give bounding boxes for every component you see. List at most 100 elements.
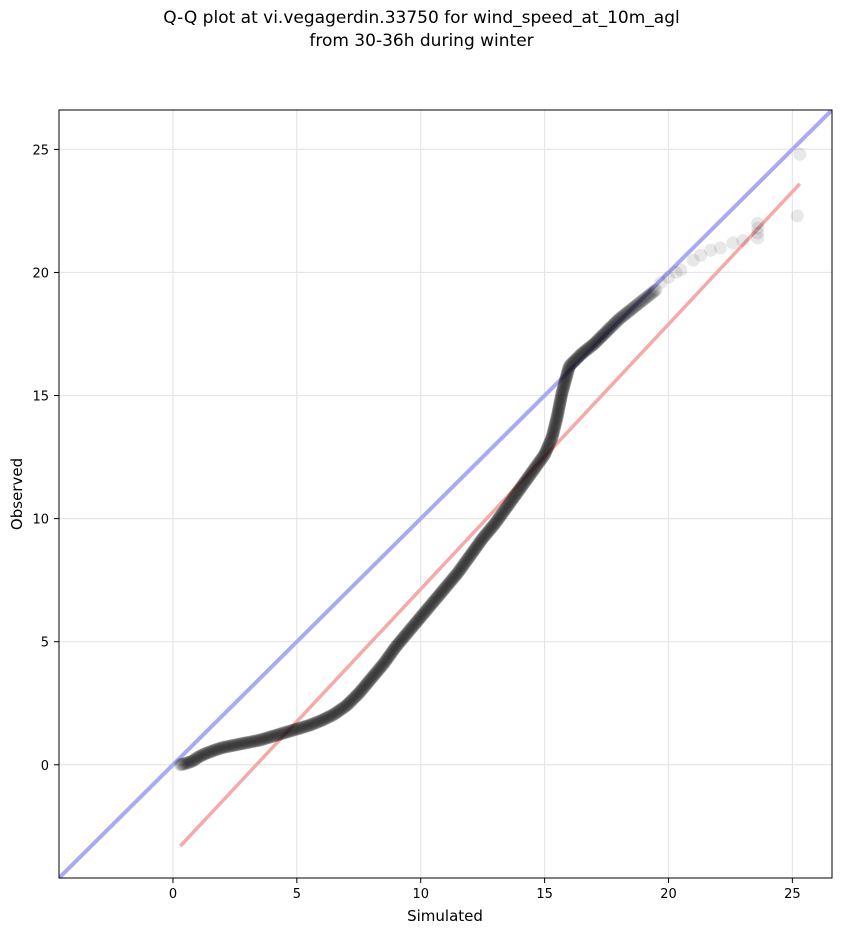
qq-point xyxy=(474,533,488,547)
qq-point xyxy=(226,738,240,752)
qq-point xyxy=(508,489,522,503)
qq-point xyxy=(354,684,368,698)
qq-point xyxy=(509,488,523,502)
qq-point xyxy=(519,474,533,488)
qq-point xyxy=(361,675,375,689)
qq-point xyxy=(607,317,621,331)
qq-point xyxy=(400,626,414,640)
qq-point xyxy=(557,380,571,394)
qq-point xyxy=(247,734,261,748)
qq-point xyxy=(229,738,243,752)
qq-point xyxy=(551,405,565,419)
qq-point xyxy=(397,630,411,644)
qq-point xyxy=(581,341,595,355)
qq-point xyxy=(457,558,471,572)
qq-point xyxy=(512,484,526,498)
qq-point xyxy=(480,526,494,540)
qq-point xyxy=(593,331,607,345)
qq-point xyxy=(202,745,216,759)
qq-point xyxy=(197,747,211,761)
qq-point xyxy=(206,744,220,758)
qq-point xyxy=(413,611,427,625)
qq-point xyxy=(623,303,637,317)
qq-point xyxy=(346,692,360,706)
qq-point xyxy=(649,283,663,297)
qq-point xyxy=(492,510,506,524)
qq-point xyxy=(245,735,259,749)
qq-point xyxy=(283,724,297,738)
qq-point xyxy=(790,209,804,223)
qq-point xyxy=(372,663,386,677)
qq-point xyxy=(442,577,456,591)
qq-point xyxy=(250,734,264,748)
qq-point xyxy=(640,290,654,304)
qq-point xyxy=(630,298,644,312)
qq-point xyxy=(585,338,599,352)
qq-point xyxy=(279,725,293,739)
qq-point xyxy=(520,473,534,487)
qq-point xyxy=(547,421,561,435)
qq-point xyxy=(476,531,490,545)
qq-point xyxy=(260,731,274,745)
qq-point xyxy=(293,721,307,735)
qq-point xyxy=(550,409,564,423)
qq-point xyxy=(592,332,606,346)
qq-point xyxy=(542,438,556,452)
grid xyxy=(59,110,832,878)
qq-point xyxy=(616,309,630,323)
qq-point xyxy=(470,539,484,553)
qq-point xyxy=(550,412,564,426)
qq-point xyxy=(419,604,433,618)
x-tick-label: 15 xyxy=(536,887,553,902)
qq-point xyxy=(228,738,242,752)
y-tick-label: 25 xyxy=(32,143,49,158)
qq-point xyxy=(368,667,382,681)
qq-point xyxy=(550,411,564,425)
qq-point xyxy=(614,311,628,325)
qq-point xyxy=(223,739,237,753)
qq-point xyxy=(603,321,617,335)
qq-point xyxy=(400,627,414,641)
qq-point xyxy=(634,294,648,308)
qq-point xyxy=(551,406,565,420)
qq-point xyxy=(478,528,492,542)
qq-point xyxy=(558,374,572,388)
qq-point xyxy=(486,520,500,534)
qq-point xyxy=(568,353,582,367)
qq-point xyxy=(639,291,653,305)
qq-point xyxy=(176,757,190,771)
qq-point xyxy=(246,734,260,748)
qq-point xyxy=(475,532,489,546)
qq-point xyxy=(192,750,206,764)
qq-point xyxy=(565,357,579,371)
qq-point xyxy=(471,537,485,551)
qq-point xyxy=(432,588,446,602)
qq-point xyxy=(501,499,515,513)
qq-point xyxy=(561,364,575,378)
qq-point xyxy=(430,591,444,605)
qq-point xyxy=(615,309,629,323)
fit-line xyxy=(179,182,802,848)
qq-point xyxy=(385,646,399,660)
qq-point xyxy=(383,648,397,662)
qq-point xyxy=(379,653,393,667)
qq-point xyxy=(189,752,203,766)
qq-point xyxy=(268,729,282,743)
x-tick-label: 10 xyxy=(412,887,429,902)
qq-point xyxy=(726,236,740,250)
qq-point xyxy=(388,642,402,656)
qq-point xyxy=(231,737,245,751)
qq-point xyxy=(552,400,566,414)
qq-point xyxy=(576,346,590,360)
qq-point xyxy=(218,740,232,754)
qq-point xyxy=(520,472,534,486)
qq-point xyxy=(355,682,369,696)
qq-point xyxy=(467,543,481,557)
qq-point xyxy=(610,314,624,328)
qq-point xyxy=(411,613,425,627)
qq-point xyxy=(570,351,584,365)
qq-point xyxy=(460,553,474,567)
qq-point xyxy=(249,734,263,748)
qq-point xyxy=(310,715,324,729)
qq-point xyxy=(221,739,235,753)
